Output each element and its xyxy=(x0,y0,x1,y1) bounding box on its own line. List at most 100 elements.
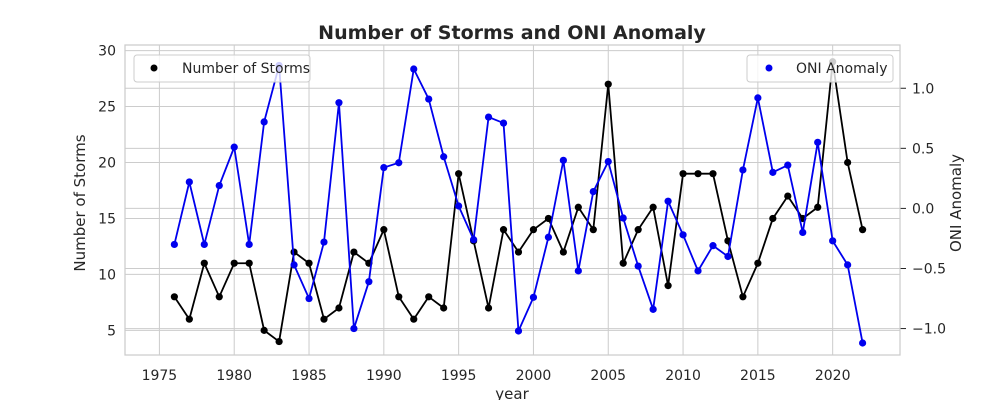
data-point-oni xyxy=(335,99,343,107)
data-point-storms xyxy=(410,315,418,323)
data-point-storms xyxy=(245,259,253,267)
data-point-storms xyxy=(455,170,463,178)
data-point-oni xyxy=(380,163,388,172)
data-point-storms xyxy=(320,315,328,323)
data-point-storms xyxy=(514,248,523,256)
data-point-oni xyxy=(170,240,178,249)
data-point-oni xyxy=(350,324,358,333)
legend-oni-marker xyxy=(765,64,773,72)
data-point-oni xyxy=(499,119,508,127)
data-point-oni xyxy=(694,267,702,275)
y-tick-label-right: 0.5 xyxy=(912,141,934,157)
data-point-storms xyxy=(275,337,283,346)
data-point-oni xyxy=(799,228,807,237)
data-point-oni xyxy=(484,113,493,121)
axes-layer: 1975 1980 1985 1990 1995 2000 2005 2010 2015 2020… xyxy=(98,44,946,384)
y-axis-label-right: ONI Anomaly xyxy=(947,154,965,252)
data-point-storms xyxy=(425,293,433,301)
data-point-storms xyxy=(440,304,448,312)
data-point-oni xyxy=(200,240,208,249)
legend-storms: Number of Storms xyxy=(133,54,311,83)
y-tick-label-left: 5 xyxy=(107,323,116,339)
legend-oni: ONI Anomaly xyxy=(746,54,894,83)
data-point-storms xyxy=(200,259,208,267)
data-point-storms xyxy=(559,248,567,256)
x-tick-label: 2015 xyxy=(740,368,776,384)
data-point-oni xyxy=(724,252,732,261)
legend-storms-label: Number of Storms xyxy=(182,61,310,77)
data-point-oni xyxy=(649,305,657,313)
data-point-oni xyxy=(529,293,538,301)
data-point-storms xyxy=(395,293,403,301)
data-point-oni xyxy=(425,95,433,103)
data-point-oni xyxy=(440,153,448,161)
data-point-oni xyxy=(470,236,478,244)
data-point-storms xyxy=(619,259,627,267)
data-point-storms xyxy=(230,259,238,267)
data-point-storms xyxy=(784,192,792,200)
data-point-oni xyxy=(604,157,612,166)
legend-oni-label: ONI Anomaly xyxy=(796,61,887,77)
y-tick-label-left: 15 xyxy=(98,211,116,227)
plot-frame xyxy=(124,44,901,356)
data-point-storms xyxy=(844,158,852,167)
data-point-storms xyxy=(544,214,553,223)
data-point-oni xyxy=(410,65,418,73)
data-point-oni xyxy=(574,267,582,275)
data-point-oni xyxy=(664,197,672,205)
x-tick-label: 1995 xyxy=(441,368,477,384)
data-point-oni xyxy=(829,237,837,245)
x-tick-label: 1980 xyxy=(216,368,252,384)
legend-storms-marker xyxy=(150,64,158,72)
data-point-storms xyxy=(574,203,582,211)
y-tick-label-right: 0.0 xyxy=(912,201,934,217)
data-point-oni xyxy=(320,238,328,246)
data-point-storms xyxy=(305,259,313,267)
data-point-storms xyxy=(589,226,597,234)
data-point-oni xyxy=(739,166,747,174)
data-point-oni xyxy=(395,159,403,167)
y-tick-label-left: 20 xyxy=(98,156,116,172)
data-point-oni xyxy=(305,294,313,303)
data-point-oni xyxy=(514,327,523,335)
data-point-storms xyxy=(604,80,612,88)
data-point-oni xyxy=(559,156,567,164)
data-point-oni xyxy=(814,138,822,146)
series-layer xyxy=(170,58,867,347)
y-tick-label-right: −1.0 xyxy=(912,322,946,338)
data-point-oni xyxy=(634,262,642,270)
data-point-oni xyxy=(754,94,762,102)
x-axis-label: year xyxy=(495,385,529,400)
data-point-storms xyxy=(350,248,358,256)
data-point-oni xyxy=(455,202,463,210)
y-tick-label-right: 1.0 xyxy=(912,81,934,97)
data-point-storms xyxy=(170,293,178,301)
chart-title: Number of Storms and ONI Anomaly xyxy=(318,22,706,44)
data-point-storms xyxy=(664,282,672,290)
data-point-oni xyxy=(679,231,687,239)
data-point-storms xyxy=(754,259,762,267)
y-tick-label-left: 30 xyxy=(98,44,116,60)
data-point-oni xyxy=(245,240,253,249)
data-point-oni xyxy=(844,261,852,269)
data-point-oni xyxy=(784,161,792,169)
plot-background xyxy=(125,45,900,355)
data-point-oni xyxy=(858,339,867,347)
x-tick-label: 2010 xyxy=(665,368,701,384)
data-point-oni xyxy=(709,242,717,250)
y-tick-label-left: 25 xyxy=(98,100,116,116)
data-point-storms xyxy=(499,226,508,234)
data-point-oni xyxy=(544,233,553,241)
data-point-storms xyxy=(335,304,343,312)
data-point-storms xyxy=(649,203,657,211)
data-point-oni xyxy=(230,143,238,151)
x-tick-label: 2005 xyxy=(590,368,626,384)
data-point-storms xyxy=(709,170,717,178)
data-point-storms xyxy=(185,315,193,323)
data-point-storms xyxy=(858,226,867,234)
data-point-oni xyxy=(290,261,298,269)
y-axis-label-left: Number of Storms xyxy=(71,134,89,271)
x-tick-label: 2020 xyxy=(815,368,851,384)
